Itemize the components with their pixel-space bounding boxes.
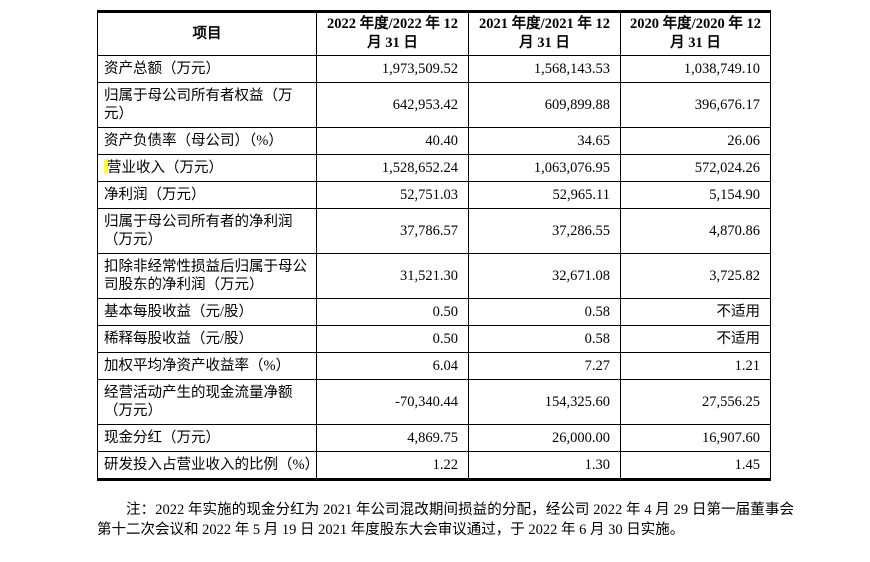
column-header-2021: 2021 年度/2021 年 12 月 31 日 — [468, 11, 621, 56]
value-cell-2022: 40.40 — [316, 127, 469, 155]
table-row: 基本每股收益（元/股） 0.50 0.58 不适用 — [97, 298, 771, 326]
column-header-2022: 2022 年度/2022 年 12 月 31 日 — [316, 11, 469, 56]
value-cell-2022: 52,751.03 — [316, 181, 469, 209]
value-cell-2022: -70,340.44 — [316, 379, 469, 425]
value-cell-2020: 27,556.25 — [620, 379, 771, 425]
row-label: 研发投入占营业收入的比例（%） — [97, 451, 319, 481]
table-row: 资产总额（万元） 1,973,509.52 1,568,143.53 1,038,74… — [97, 55, 771, 83]
row-label: 加权平均净资产收益率（%） — [97, 352, 317, 380]
search-highlight-marker — [104, 159, 108, 174]
table-row: 扣除非经常性损益后归属于母公司股东的净利润（万元） 31,521.30 32,671… — [97, 253, 771, 299]
row-label: 归属于母公司所有者权益（万元） — [97, 82, 317, 128]
value-cell-2020: 16,907.60 — [620, 424, 771, 452]
value-cell-2022: 1,528,652.24 — [316, 154, 469, 182]
value-cell-2022: 4,869.75 — [316, 424, 469, 452]
value-cell-2020: 396,676.17 — [620, 82, 771, 128]
value-cell-2020: 4,870.86 — [620, 208, 771, 254]
value-cell-2022: 0.50 — [316, 298, 469, 326]
table-row: 归属于母公司所有者权益（万元） 642,953.42 609,899.88 396,6… — [97, 82, 771, 128]
value-cell-2020: 不适用 — [620, 325, 771, 353]
value-cell-2021: 32,671.08 — [468, 253, 621, 299]
table-row: 稀释每股收益（元/股） 0.50 0.58 不适用 — [97, 325, 771, 353]
value-cell-2021: 1,568,143.53 — [468, 55, 621, 83]
value-cell-2021: 52,965.11 — [468, 181, 621, 209]
value-cell-2022: 0.50 — [316, 325, 469, 353]
value-cell-2021: 1.30 — [468, 451, 621, 481]
row-label: 净利润（万元） — [97, 181, 317, 209]
value-cell-2022: 1,973,509.52 — [316, 55, 469, 83]
value-cell-2021: 0.58 — [468, 325, 621, 353]
table-row: 加权平均净资产收益率（%） 6.04 7.27 1.21 — [97, 352, 771, 380]
table-row: 经营活动产生的现金流量净额（万元） -70,340.44 154,325.60 27,… — [97, 379, 771, 425]
row-label: 资产负债率（母公司）（%） — [97, 127, 317, 155]
value-cell-2020: 1.21 — [620, 352, 771, 380]
row-label: 归属于母公司所有者的净利润（万元） — [97, 208, 317, 254]
table-row: 归属于母公司所有者的净利润（万元） 37,786.57 37,286.55 4,870… — [97, 208, 771, 254]
row-label: 资产总额（万元） — [97, 55, 317, 83]
value-cell-2021: 0.58 — [468, 298, 621, 326]
table-header-row: 项目 2022 年度/2022 年 12 月 31 日 2021 年度/2021… — [97, 11, 771, 56]
table-body: 资产总额（万元） 1,973,509.52 1,568,143.53 1,038,74… — [97, 55, 771, 481]
value-cell-2020: 1,038,749.10 — [620, 55, 771, 83]
column-header-item: 项目 — [97, 11, 317, 56]
value-cell-2022: 642,953.42 — [316, 82, 469, 128]
table-row: 现金分红（万元） 4,869.75 26,000.00 16,907.60 — [97, 424, 771, 452]
value-cell-2022: 6.04 — [316, 352, 469, 380]
table-row: 净利润（万元） 52,751.03 52,965.11 5,154.90 — [97, 181, 771, 209]
value-cell-2022: 37,786.57 — [316, 208, 469, 254]
value-cell-2022: 31,521.30 — [316, 253, 469, 299]
value-cell-2021: 1,063,076.95 — [468, 154, 621, 182]
table-row: 资产负债率（母公司）（%） 40.40 34.65 26.06 — [97, 127, 771, 155]
value-cell-2021: 26,000.00 — [468, 424, 621, 452]
row-label: 稀释每股收益（元/股） — [97, 325, 317, 353]
value-cell-2020: 1.45 — [620, 451, 771, 481]
row-label: 现金分红（万元） — [97, 424, 317, 452]
row-label: 经营活动产生的现金流量净额（万元） — [97, 379, 317, 425]
value-cell-2021: 37,286.55 — [468, 208, 621, 254]
table-header: 项目 2022 年度/2022 年 12 月 31 日 2021 年度/2021… — [97, 11, 771, 56]
row-label: 扣除非经常性损益后归属于母公司股东的净利润（万元） — [97, 253, 317, 299]
table-row: 研发投入占营业收入的比例（%） 1.22 1.30 1.45 — [97, 451, 771, 481]
row-label: 基本每股收益（元/股） — [97, 298, 317, 326]
value-cell-2020: 3,725.82 — [620, 253, 771, 299]
value-cell-2021: 7.27 — [468, 352, 621, 380]
value-cell-2021: 154,325.60 — [468, 379, 621, 425]
financial-summary-table: 项目 2022 年度/2022 年 12 月 31 日 2021 年度/2021… — [97, 10, 771, 481]
value-cell-2021: 609,899.88 — [468, 82, 621, 128]
table-row: 营业收入（万元） 1,528,652.24 1,063,076.95 572,024.… — [97, 154, 771, 182]
value-cell-2020: 572,024.26 — [620, 154, 771, 182]
value-cell-2022: 1.22 — [316, 451, 469, 481]
value-cell-2021: 34.65 — [468, 127, 621, 155]
column-header-2020: 2020 年度/2020 年 12 月 31 日 — [620, 11, 771, 56]
value-cell-2020: 5,154.90 — [620, 181, 771, 209]
footnote: 注：2022 年实施的现金分红为 2021 年公司混改期间损益的分配，经公司 2… — [97, 502, 794, 538]
row-label: 营业收入（万元） — [97, 154, 317, 182]
value-cell-2020: 26.06 — [620, 127, 771, 155]
value-cell-2020: 不适用 — [620, 298, 771, 326]
